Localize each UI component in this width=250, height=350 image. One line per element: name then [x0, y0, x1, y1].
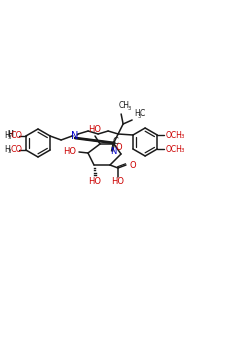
- Text: 3: 3: [180, 133, 184, 139]
- Text: H: H: [4, 132, 10, 140]
- Text: C: C: [113, 138, 118, 147]
- Text: H: H: [134, 109, 140, 118]
- Text: 3: 3: [8, 149, 12, 154]
- Text: C: C: [140, 109, 145, 118]
- Text: OCH: OCH: [165, 131, 182, 140]
- Text: CO: CO: [11, 132, 23, 140]
- Text: OCH: OCH: [165, 145, 182, 154]
- Text: 3: 3: [128, 106, 131, 111]
- Text: N: N: [110, 147, 117, 156]
- Text: HO: HO: [88, 176, 102, 186]
- Text: CH: CH: [119, 101, 130, 110]
- Text: H: H: [4, 146, 10, 154]
- Text: O: O: [129, 161, 136, 169]
- Text: 3: 3: [8, 135, 12, 140]
- Text: 3: 3: [138, 114, 141, 119]
- Text: 3: 3: [180, 147, 184, 153]
- Text: HO: HO: [64, 147, 76, 156]
- Text: H: H: [7, 130, 13, 139]
- Text: H: H: [7, 130, 13, 139]
- Text: HO: HO: [88, 126, 102, 134]
- Text: CO: CO: [11, 146, 23, 154]
- Text: HO: HO: [112, 177, 124, 187]
- Text: N: N: [72, 131, 79, 141]
- Text: O: O: [115, 142, 122, 152]
